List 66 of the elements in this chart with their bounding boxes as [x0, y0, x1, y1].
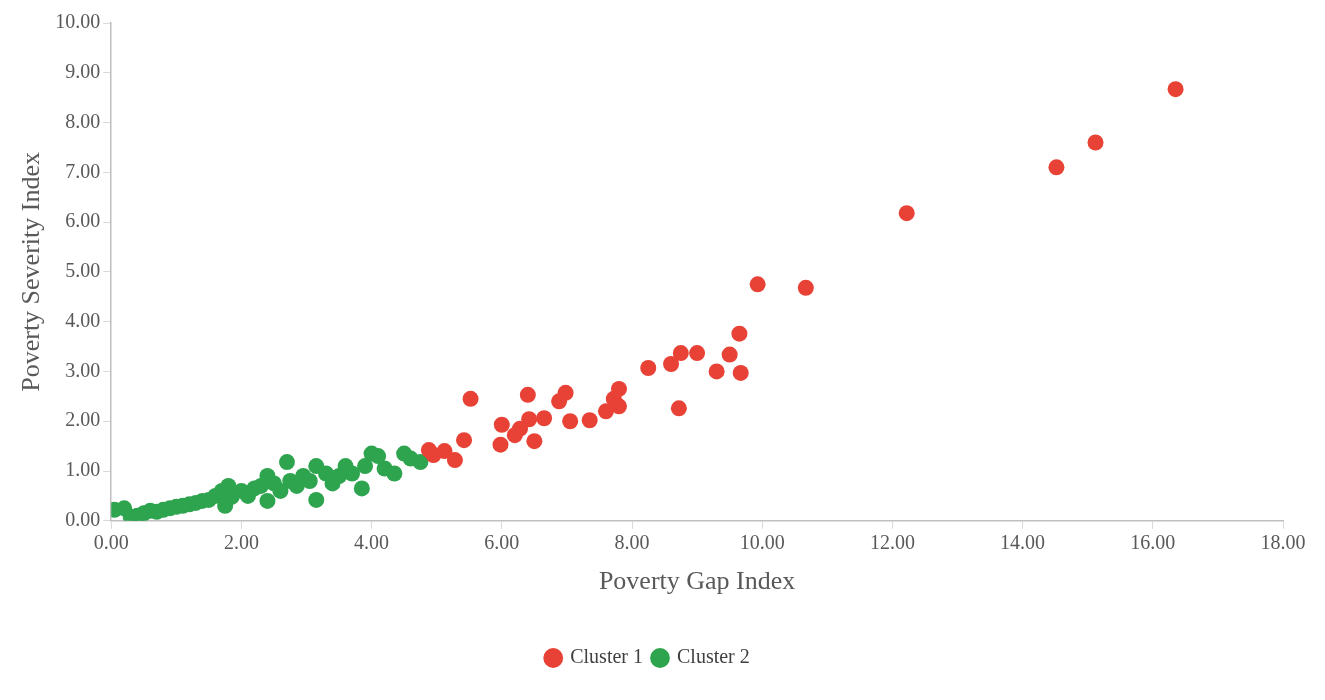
point	[1167, 81, 1184, 98]
x-tick-label: 14.00	[1000, 531, 1046, 554]
point	[640, 359, 657, 376]
point	[581, 412, 598, 429]
y-tick-label: 6.00	[65, 209, 101, 232]
y-tick-label: 8.00	[65, 109, 101, 132]
y-tick-label: 2.00	[65, 408, 101, 431]
point	[898, 205, 915, 222]
point	[689, 345, 706, 362]
x-tick-label: 16.00	[1130, 531, 1176, 554]
y-tick-label: 3.00	[65, 358, 101, 381]
point	[272, 482, 289, 499]
point	[1048, 159, 1065, 176]
point	[731, 325, 748, 342]
x-tick-label: 4.00	[354, 531, 390, 554]
point	[412, 454, 429, 471]
point	[562, 413, 579, 430]
point	[536, 410, 553, 427]
point	[672, 345, 689, 362]
y-tick-label: 10.00	[55, 10, 101, 33]
point	[749, 276, 766, 293]
point	[456, 432, 473, 449]
point	[259, 492, 276, 509]
x-tick-label: 8.00	[614, 531, 650, 554]
point	[370, 448, 387, 465]
point	[308, 491, 325, 508]
y-tick-label: 4.00	[65, 308, 101, 331]
x-axis-title: Poverty Gap Index	[598, 566, 796, 596]
point	[278, 454, 295, 471]
x-tick-label: 18.00	[1260, 531, 1306, 554]
point	[526, 433, 543, 450]
point	[446, 452, 463, 469]
legend-label: Cluster 1	[570, 645, 644, 668]
point	[551, 393, 568, 410]
point	[670, 400, 687, 417]
point	[732, 364, 749, 381]
point	[610, 398, 627, 415]
y-tick-label: 1.00	[65, 458, 101, 481]
y-axis-title: Poverty Severity Index	[16, 152, 46, 392]
point	[519, 386, 536, 403]
point	[797, 279, 814, 296]
y-tick-label: 0.00	[65, 508, 101, 531]
legend-label: Cluster 2	[677, 645, 750, 668]
point	[721, 346, 738, 363]
x-tick-label: 2.00	[223, 531, 259, 554]
point	[462, 390, 479, 407]
x-tick-label: 12.00	[869, 531, 915, 554]
y-tick-label: 5.00	[65, 259, 101, 282]
x-tick-label: 10.00	[739, 531, 785, 554]
y-tick-label: 7.00	[65, 159, 101, 182]
point	[708, 363, 725, 380]
point	[1087, 134, 1104, 151]
x-tick-label: 0.00	[93, 531, 129, 554]
point	[506, 427, 523, 444]
point	[357, 458, 374, 475]
point	[663, 355, 680, 372]
point	[521, 411, 538, 428]
point	[386, 465, 403, 482]
x-tick-label: 6.00	[484, 531, 520, 554]
point	[344, 465, 361, 482]
point	[353, 480, 370, 497]
point	[420, 442, 437, 459]
point	[493, 416, 510, 433]
point	[597, 403, 614, 420]
y-tick-label: 9.00	[65, 60, 101, 83]
point	[492, 436, 509, 453]
